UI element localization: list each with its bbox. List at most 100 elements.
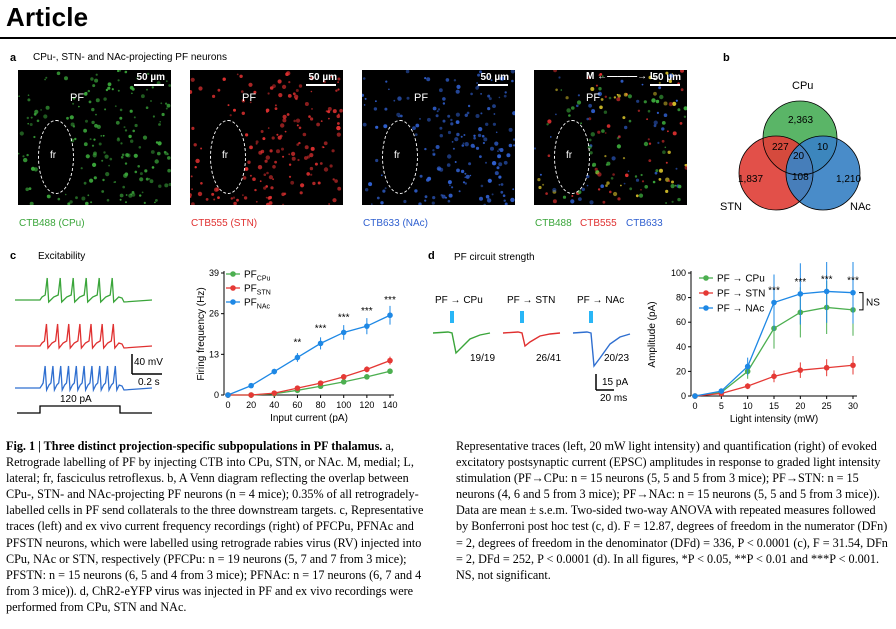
cell-dot [568,114,571,117]
micrograph-cpu-cells [18,70,171,205]
cell-dot [145,106,149,109]
cell-dot [101,159,104,162]
scale-bar [650,84,680,86]
legend-marker [703,305,709,311]
cell-dot [466,111,470,115]
cell-dot [233,201,237,205]
cell-dot [88,100,92,104]
significance-mark: *** [847,276,859,287]
cell-dot [362,93,365,97]
cell-dot [679,122,683,125]
cell-dot [139,172,143,176]
micrograph-nac: 50 µm PF fr [362,70,515,205]
data-point [692,393,698,399]
cell-dot [269,149,273,153]
cell-dot [266,171,269,175]
cell-dot [675,167,678,170]
cell-dot [610,177,614,180]
cell-dot [72,96,76,100]
cell-dot [442,97,446,101]
y-tick-label: 26 [209,309,219,319]
data-point [294,385,301,391]
micrograph-stn: 50 µm PF fr [190,70,343,205]
cell-dot [66,116,69,120]
cell-dot [455,120,460,124]
cell-dot [546,123,549,126]
cell-dot [119,116,123,120]
cell-dot [623,92,628,97]
cell-dot [464,142,469,147]
image-label-cpu: CTB488 (CPu) [19,218,85,229]
significance-mark: *** [768,286,780,297]
cell-dot [132,129,135,133]
significance-mark: *** [384,295,396,306]
x-tick-label: 25 [822,401,832,411]
cell-dot [605,184,608,187]
x-tick-label: 5 [719,401,724,411]
cell-dot [463,134,466,136]
venn-outline-stn [738,135,814,211]
cell-dot [119,193,124,198]
cell-dot [513,144,515,147]
cell-dot [327,107,332,111]
cell-dot [200,182,203,185]
cell-dot [599,105,603,110]
cell-dot [288,163,292,166]
cell-dot [94,123,98,128]
panel-a-letter: a [10,52,17,64]
cell-dot [93,176,97,180]
x-tick-label: 60 [292,400,302,410]
cell-dot [213,198,216,201]
x-axis-label: Light intensity (mW) [730,414,818,425]
cell-dot [268,201,273,205]
data-point [271,368,278,375]
cell-dot [668,180,670,182]
data-point [294,354,301,361]
cell-dot [498,162,503,167]
cell-dot [117,89,120,92]
cell-dot [193,143,197,147]
venn-diagram: CPu STN NAc 2,363 1,837 1,210 227 10 20 … [720,80,871,213]
cell-dot [365,188,369,192]
cell-dot [154,159,159,164]
cell-dot [272,84,276,88]
data-point [340,379,347,385]
cell-dot [418,202,422,205]
cell-dot [512,138,515,141]
cell-dot [78,105,80,108]
cell-dot [383,124,388,129]
cell-dot [120,142,123,145]
cell-dot [648,159,652,162]
cell-dot [494,141,499,146]
cell-dot [623,182,626,185]
cell-dot [274,107,278,110]
cell-dot [242,176,247,180]
cell-dot [29,123,33,126]
cell-dot [141,94,145,99]
data-point [387,312,393,319]
cell-dot [652,180,656,184]
cell-dot [33,135,36,139]
cell-dot [426,77,431,82]
data-point [248,382,254,389]
cell-dot [396,112,401,117]
cell-dot [122,185,125,189]
cell-dot [154,201,156,204]
cell-dot [190,175,193,178]
cell-dot [46,194,51,199]
cell-dot [74,137,77,141]
cell-dot [653,124,657,128]
cell-dot [190,77,195,82]
cell-dot [117,137,120,140]
cell-dot [149,179,154,184]
cell-dot [667,150,671,154]
significance-mark: *** [794,277,806,288]
ratio-nac: 20/23 [604,353,629,364]
cell-dot [90,77,94,81]
cell-dot [503,199,506,202]
cell-dot [227,104,230,107]
cell-dot [44,78,46,81]
cell-dot [166,103,171,108]
cell-dot [658,178,662,181]
cell-dot [255,140,259,144]
